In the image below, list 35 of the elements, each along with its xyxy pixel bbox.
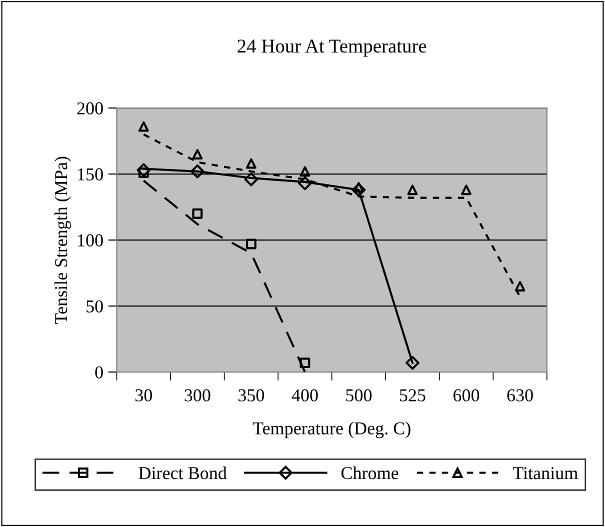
point [514,281,526,292]
y-tick-label: 200 [77,102,103,114]
point [192,149,203,160]
point [407,184,418,196]
point [298,176,312,190]
y-tick-label: 50 [86,300,103,312]
x-tick-label: 350 [238,389,264,402]
point [300,358,310,368]
y-tick-label: 0 [95,366,103,379]
point [192,208,203,219]
point [461,184,472,196]
point [300,166,310,177]
x-axis-title: Temperature (Deg. C) [252,422,410,438]
point [246,238,256,250]
x-tick-label: 400 [292,389,318,402]
x-tick-label: 500 [346,389,372,402]
x-tick-label: 630 [507,389,533,402]
point [138,121,149,132]
chart-title: 24 Hour At Temperature [238,40,426,57]
point [352,182,366,197]
legend-label: Titanium [512,467,578,480]
point [406,356,420,370]
x-tick-label: 300 [184,389,210,402]
point [190,164,204,178]
legend-label: Direct Bond [138,466,227,480]
y-tick-label: 100 [78,234,103,246]
x-tick-label: 525 [400,389,426,402]
y-tick-label: 150 [78,168,103,180]
x-tick-label: 30 [135,389,152,402]
point [246,158,256,169]
y-axis-title: Tensile Strength (MPa) [54,156,71,324]
x-tick-label: 600 [454,389,480,402]
point [244,172,258,186]
legend-label: Chrome [341,466,398,480]
point [136,163,151,178]
